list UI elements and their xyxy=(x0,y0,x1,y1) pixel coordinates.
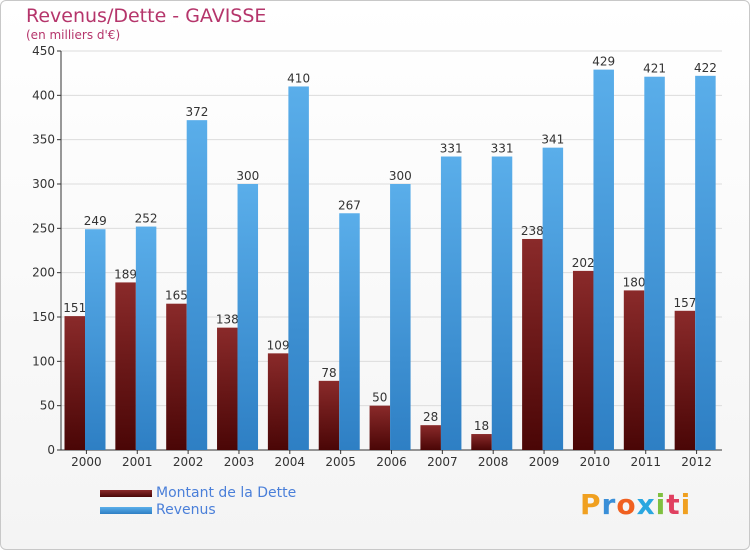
data-label-revenus: 421 xyxy=(643,62,666,76)
legend-label-dette: Montant de la Dette xyxy=(156,485,297,501)
data-label-revenus: 300 xyxy=(236,169,259,183)
x-tick-label: 2006 xyxy=(376,455,407,469)
bar-dette xyxy=(522,238,543,450)
bar-revenus xyxy=(644,76,665,451)
x-tick-label: 2003 xyxy=(224,455,255,469)
y-tick-label: 200 xyxy=(32,266,55,280)
data-label-revenus: 267 xyxy=(338,198,361,212)
y-tick-label: 450 xyxy=(32,44,55,58)
y-tick-label: 0 xyxy=(47,443,55,457)
y-tick-label: 300 xyxy=(32,177,55,191)
x-tick-label: 2007 xyxy=(427,455,458,469)
legend-swatch-revenus xyxy=(100,507,152,514)
bar-dette xyxy=(623,290,645,450)
bar-revenus xyxy=(390,184,411,450)
y-tick-label: 50 xyxy=(40,399,55,413)
x-tick-label: 2001 xyxy=(122,455,153,469)
data-label-dette: 238 xyxy=(521,224,544,238)
data-label-dette: 202 xyxy=(572,256,595,270)
data-label-dette: 50 xyxy=(372,391,387,405)
bar-dette xyxy=(64,316,85,450)
y-tick-label: 350 xyxy=(32,133,55,147)
logo-letter: t xyxy=(666,488,681,521)
logo-letter: x xyxy=(636,488,656,521)
x-tick-label: 2012 xyxy=(681,455,712,469)
data-label-dette: 157 xyxy=(673,296,696,310)
proxiti-logo: Proxiti xyxy=(580,488,691,521)
y-tick-label: 250 xyxy=(32,221,55,235)
bar-dette xyxy=(674,310,696,450)
bar-revenus xyxy=(135,226,157,450)
logo-letter: o xyxy=(616,488,637,521)
data-label-dette: 18 xyxy=(474,419,489,433)
bar-revenus xyxy=(186,120,208,450)
data-label-revenus: 252 xyxy=(135,212,158,226)
logo-letter: P xyxy=(580,488,602,521)
x-tick-label: 2002 xyxy=(173,455,204,469)
bar-dette xyxy=(572,270,594,450)
x-tick-label: 2009 xyxy=(529,455,560,469)
bar-dette xyxy=(166,303,187,450)
data-label-dette: 180 xyxy=(623,275,646,289)
legend-label-revenus: Revenus xyxy=(156,502,216,518)
data-label-dette: 78 xyxy=(321,366,336,380)
bar-revenus xyxy=(339,213,360,450)
bar-dette xyxy=(471,434,492,450)
data-label-revenus: 422 xyxy=(694,61,717,75)
bar-revenus xyxy=(542,147,564,450)
x-tick-label: 2005 xyxy=(325,455,356,469)
bar-revenus xyxy=(85,229,106,450)
data-label-revenus: 300 xyxy=(389,169,412,183)
logo-letter: r xyxy=(601,488,617,521)
bar-dette xyxy=(115,282,136,450)
bar-dette xyxy=(267,353,289,450)
x-tick-label: 2010 xyxy=(580,455,611,469)
data-label-revenus: 429 xyxy=(592,55,615,69)
data-label-dette: 165 xyxy=(165,289,188,303)
bar-dette xyxy=(369,405,391,450)
bar-dette xyxy=(217,327,238,450)
data-label-revenus: 410 xyxy=(287,71,310,85)
data-label-dette: 109 xyxy=(267,338,290,352)
data-label-dette: 151 xyxy=(63,301,86,315)
y-tick-label: 100 xyxy=(32,354,55,368)
data-label-revenus: 249 xyxy=(84,214,107,228)
chart-title: Revenus/Dette - GAVISSE xyxy=(26,5,267,27)
bar-revenus xyxy=(237,184,259,450)
logo-letter: i xyxy=(680,488,692,521)
bar-revenus xyxy=(593,69,614,451)
y-tick-label: 150 xyxy=(32,310,55,324)
x-tick-label: 2004 xyxy=(275,455,306,469)
bar-revenus xyxy=(491,156,513,450)
data-label-revenus: 331 xyxy=(440,142,463,156)
bar-revenus xyxy=(695,75,716,451)
x-tick-label: 2008 xyxy=(478,455,509,469)
x-tick-label: 2011 xyxy=(630,455,661,469)
bar-revenus xyxy=(288,86,309,450)
data-label-dette: 189 xyxy=(114,267,137,281)
chart-subtitle: (en milliers d'€) xyxy=(26,28,121,42)
data-label-dette: 28 xyxy=(423,410,438,424)
data-label-dette: 138 xyxy=(216,313,239,327)
data-label-revenus: 331 xyxy=(491,142,514,156)
bar-revenus xyxy=(440,156,462,450)
data-label-revenus: 372 xyxy=(185,105,208,119)
bar-dette xyxy=(420,425,441,450)
data-label-revenus: 341 xyxy=(541,133,564,147)
y-tick-label: 400 xyxy=(32,88,55,102)
logo-letter: i xyxy=(655,488,667,521)
legend-swatch-dette xyxy=(100,490,152,497)
bar-dette xyxy=(318,380,340,450)
x-tick-label: 2000 xyxy=(71,455,102,469)
